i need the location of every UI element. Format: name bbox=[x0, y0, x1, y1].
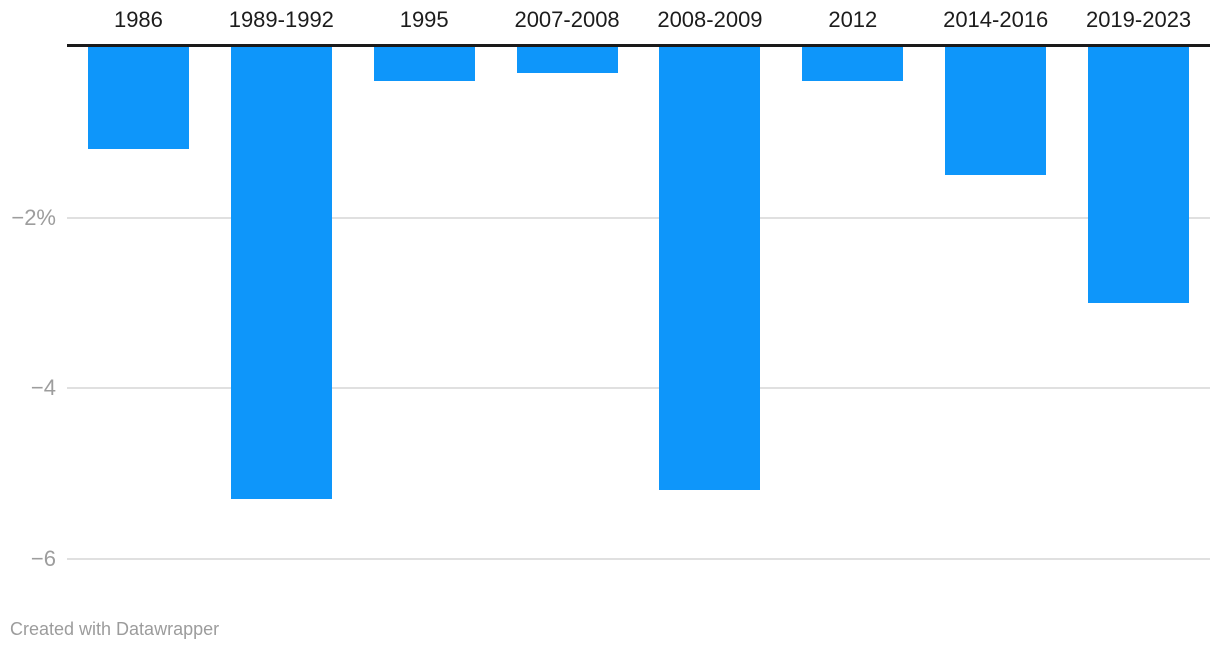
footer-credit: Created with Datawrapper bbox=[10, 619, 220, 639]
bar-1986[interactable] bbox=[87, 46, 189, 150]
bar-2007-2008[interactable] bbox=[516, 46, 618, 73]
y-tick-label: −6 bbox=[30, 545, 56, 571]
y-tick-label: −2% bbox=[11, 204, 56, 230]
x-axis-label: 2008-2009 bbox=[657, 7, 763, 32]
gridline bbox=[67, 216, 1210, 219]
x-axis-label: 1989-1992 bbox=[228, 7, 334, 32]
x-axis-label: 2019-2023 bbox=[1085, 7, 1192, 32]
bar-1989-1992[interactable] bbox=[230, 46, 332, 499]
x-axis-label: 1986 bbox=[113, 7, 163, 32]
bar-2008-2009[interactable] bbox=[659, 46, 761, 491]
x-axis-label: 2007-2008 bbox=[514, 7, 620, 32]
zero-axis-line bbox=[67, 44, 1210, 47]
bar-2014-2016[interactable] bbox=[945, 46, 1047, 175]
x-axis-label: 2014-2016 bbox=[943, 7, 1049, 32]
gridline bbox=[67, 557, 1210, 560]
x-axis-label: 2012 bbox=[828, 7, 878, 32]
bar-2012[interactable] bbox=[802, 46, 904, 82]
bar-1995[interactable] bbox=[373, 46, 475, 82]
y-tick-label: −4 bbox=[30, 375, 56, 400]
x-axis-label: 1995 bbox=[399, 7, 449, 32]
gridline bbox=[67, 387, 1210, 389]
bar-2019-2023[interactable] bbox=[1088, 46, 1190, 303]
